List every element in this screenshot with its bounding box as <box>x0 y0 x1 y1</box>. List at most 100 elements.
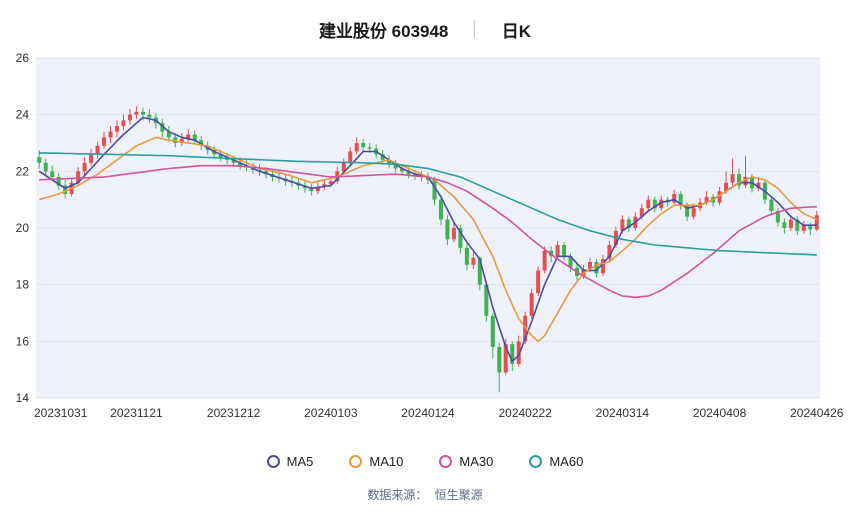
candle-body <box>620 219 625 231</box>
candle-body <box>464 247 469 265</box>
legend-label: MA10 <box>369 453 404 469</box>
x-tick-label: 20240124 <box>401 406 455 420</box>
candle-body <box>639 208 644 217</box>
candle-body <box>367 147 372 149</box>
legend-item-ma30[interactable]: MA30 <box>439 454 493 469</box>
x-tick-label: 20240408 <box>693 406 747 420</box>
candle-body <box>477 257 482 285</box>
candle-body <box>387 160 392 165</box>
candle-body <box>166 131 171 138</box>
candle-body <box>218 154 223 158</box>
candle-body <box>95 145 100 155</box>
candle-body <box>56 177 61 186</box>
candle-body <box>529 293 534 316</box>
candle-body <box>309 188 314 192</box>
y-tick-label: 20 <box>16 221 30 235</box>
x-tick-label: 20240426 <box>790 406 844 420</box>
candle-body <box>542 250 547 271</box>
x-tick-label: 20231212 <box>207 406 261 420</box>
candle-body <box>458 228 463 248</box>
data-source-label: 数据来源： <box>367 488 428 502</box>
candle-body <box>737 174 742 186</box>
x-tick-label: 20240314 <box>596 406 650 420</box>
legend-item-ma5[interactable]: MA5 <box>266 453 314 469</box>
candle-body <box>801 225 806 231</box>
candle-body <box>497 347 502 373</box>
grid-layer: 26 24 22 20 18 16 14 <box>16 51 820 405</box>
candle-body <box>659 199 664 209</box>
candle-body <box>678 194 683 206</box>
candle-body <box>717 191 722 203</box>
candle-body <box>503 344 508 373</box>
candle-body <box>490 315 495 347</box>
candle-body <box>102 137 107 146</box>
candle-body <box>523 315 528 342</box>
data-source: 数据来源： 恒生聚源 <box>0 486 850 503</box>
candle-body <box>341 162 346 172</box>
y-tick-label: 22 <box>16 164 30 178</box>
candle-body <box>322 184 327 187</box>
x-tick-label: 20231121 <box>110 406 163 420</box>
candle-body <box>37 157 42 163</box>
candle-body <box>121 120 126 126</box>
candle-body <box>114 126 119 132</box>
y-tick-label: 16 <box>16 334 30 348</box>
candle-body <box>108 131 113 138</box>
candle-body <box>516 341 521 364</box>
x-tick-label: 20231031 <box>34 406 88 420</box>
candle-body <box>600 259 605 274</box>
candle-body <box>782 222 787 228</box>
candle-body <box>140 111 145 115</box>
candle-body <box>743 177 748 186</box>
candle-body <box>432 179 437 200</box>
candle-body <box>50 171 55 177</box>
candle-body <box>179 138 184 143</box>
y-tick-label: 14 <box>16 391 30 405</box>
candle-body <box>451 228 456 240</box>
period-label: 日K <box>501 21 532 41</box>
candle-body <box>380 154 385 160</box>
candle-body <box>361 143 366 148</box>
ma60-line <box>39 152 817 256</box>
candle-body <box>127 114 132 121</box>
candle-body <box>43 162 48 172</box>
candle-body <box>134 111 139 115</box>
candle-body <box>348 151 353 163</box>
candle-body <box>594 262 599 274</box>
candle-body <box>484 284 489 316</box>
legend-item-ma60[interactable]: MA60 <box>529 454 583 469</box>
candle-body <box>814 215 819 230</box>
candle-body <box>536 270 541 294</box>
candle-body <box>438 199 443 220</box>
candle-body <box>756 182 761 189</box>
x-tick-label: 20240103 <box>304 406 358 420</box>
candle-body <box>186 134 191 139</box>
candle-body <box>587 262 592 270</box>
candle-body <box>775 211 780 223</box>
candle-body <box>510 344 515 364</box>
legend-marker-ma30-icon <box>439 454 453 468</box>
candle-body <box>769 199 774 211</box>
candles-layer <box>37 106 819 393</box>
y-tick-label: 26 <box>16 51 30 65</box>
candle-body <box>147 114 152 118</box>
candle-body <box>328 181 333 185</box>
candle-body <box>160 123 165 132</box>
candle-body <box>471 257 476 265</box>
stock-title: 建业股份 603948 <box>318 21 449 41</box>
legend-label: MA30 <box>459 453 494 469</box>
y-tick-label: 24 <box>16 108 30 122</box>
candle-body <box>192 134 197 141</box>
legend-marker-ma60-icon <box>529 454 543 468</box>
legend-label: MA5 <box>286 453 314 469</box>
candle-body <box>607 245 612 260</box>
x-tick-label: 20240222 <box>498 406 552 420</box>
title-separator: │ <box>470 20 480 38</box>
ma30-line <box>39 164 817 299</box>
legend-marker-ma10-icon <box>349 454 363 468</box>
legend-item-ma10[interactable]: MA10 <box>349 454 403 469</box>
data-source-name: 恒生聚源 <box>434 488 483 502</box>
candle-body <box>406 171 411 175</box>
candle-body <box>646 199 651 209</box>
